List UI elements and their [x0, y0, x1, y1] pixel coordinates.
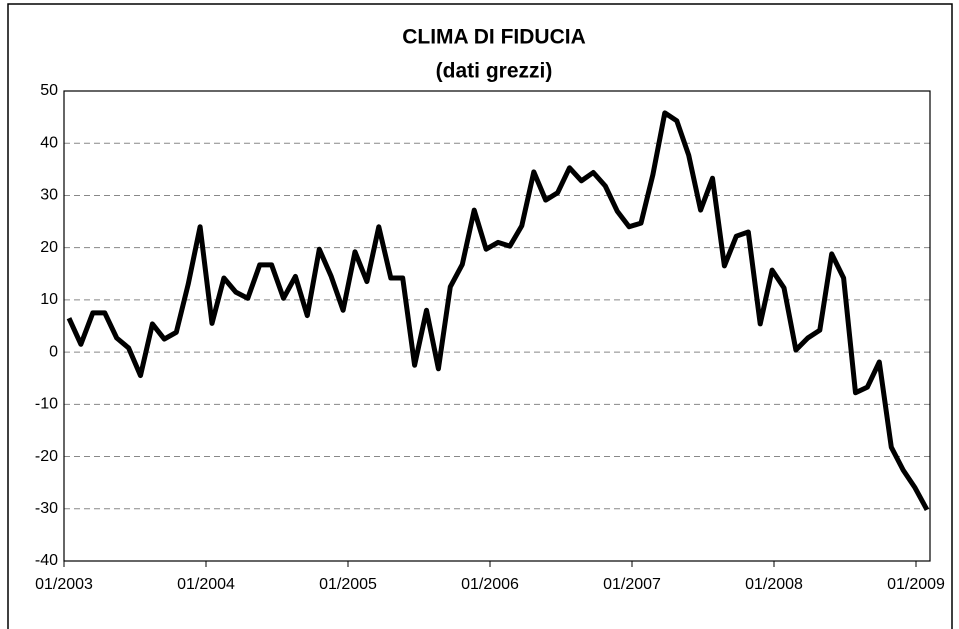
y-tick-label: -40	[35, 552, 58, 569]
x-tick-label: 01/2006	[461, 576, 519, 593]
y-tick-label: 30	[40, 187, 58, 204]
y-tick-label: 0	[49, 343, 58, 360]
y-tick-label: 40	[40, 134, 58, 151]
y-tick-label: 10	[40, 291, 58, 308]
y-tick-label: -30	[35, 500, 58, 517]
x-tick-label: 01/2004	[177, 576, 235, 593]
x-tick-label: 01/2008	[745, 576, 803, 593]
x-tick-label: 01/2003	[35, 576, 93, 593]
plot-area	[63, 90, 931, 562]
x-tick-label: 01/2005	[319, 576, 377, 593]
y-tick-label: -20	[35, 448, 58, 465]
x-tick-label: 01/2009	[887, 576, 945, 593]
chart-title: CLIMA DI FIDUCIA	[402, 26, 586, 49]
y-tick-label: -10	[35, 396, 58, 413]
y-tick-label: 20	[40, 239, 58, 256]
series-line	[66, 110, 930, 511]
y-tick-label: 50	[40, 82, 58, 99]
chart-subtitle: (dati grezzi)	[436, 60, 553, 83]
x-tick-label: 01/2007	[603, 576, 661, 593]
chart-frame	[7, 3, 953, 629]
